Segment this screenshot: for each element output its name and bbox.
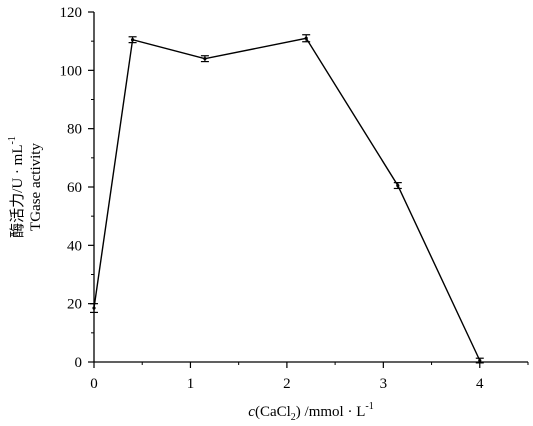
x-tick-label: 4 [476,376,484,392]
y-tick-label: 80 [67,122,82,138]
x-axis-title: c(CaCl2) /mmol · L-1 [248,401,373,423]
y-tick-label: 100 [60,63,83,79]
data-point [203,57,207,61]
data-series [90,34,484,364]
y-axis-title-line2: TGase activity [28,143,44,231]
series-line [93,37,481,361]
y-tick-label: 0 [75,355,83,371]
axes [93,12,528,363]
tick-labels: 0 20 40 60 80 100 120 0 1 2 3 4 [60,5,485,392]
y-tick-label: 40 [67,238,82,254]
data-point [130,38,135,42]
x-tick-label: 1 [187,376,195,392]
data-point [396,183,400,188]
x-tick-label: 0 [90,376,98,392]
x-tick-label: 3 [380,376,388,392]
y-tick-label: 20 [67,297,82,313]
data-point [478,358,482,363]
tick-marks [88,11,529,368]
y-axis-title-line1: 酶活力/U · mL-1 [7,136,26,238]
x-tick-label: 2 [283,376,291,392]
data-point [304,36,308,40]
data-point [92,306,96,310]
y-tick-label: 120 [60,5,83,21]
y-tick-label: 60 [67,180,82,196]
